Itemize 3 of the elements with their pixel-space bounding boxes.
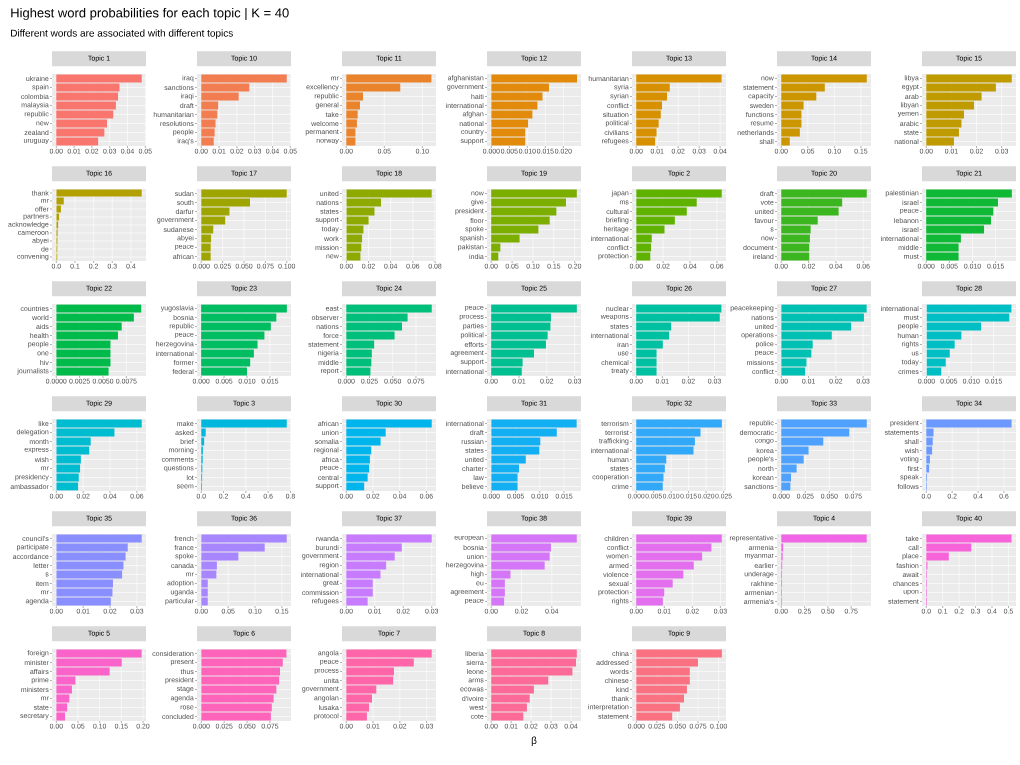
- text: Different words are associated with different topics: [11, 29, 233, 39]
- x-axis-title: β: [531, 736, 537, 746]
- text: Highest word probabilities for each topic | K = 40: [11, 7, 289, 21]
